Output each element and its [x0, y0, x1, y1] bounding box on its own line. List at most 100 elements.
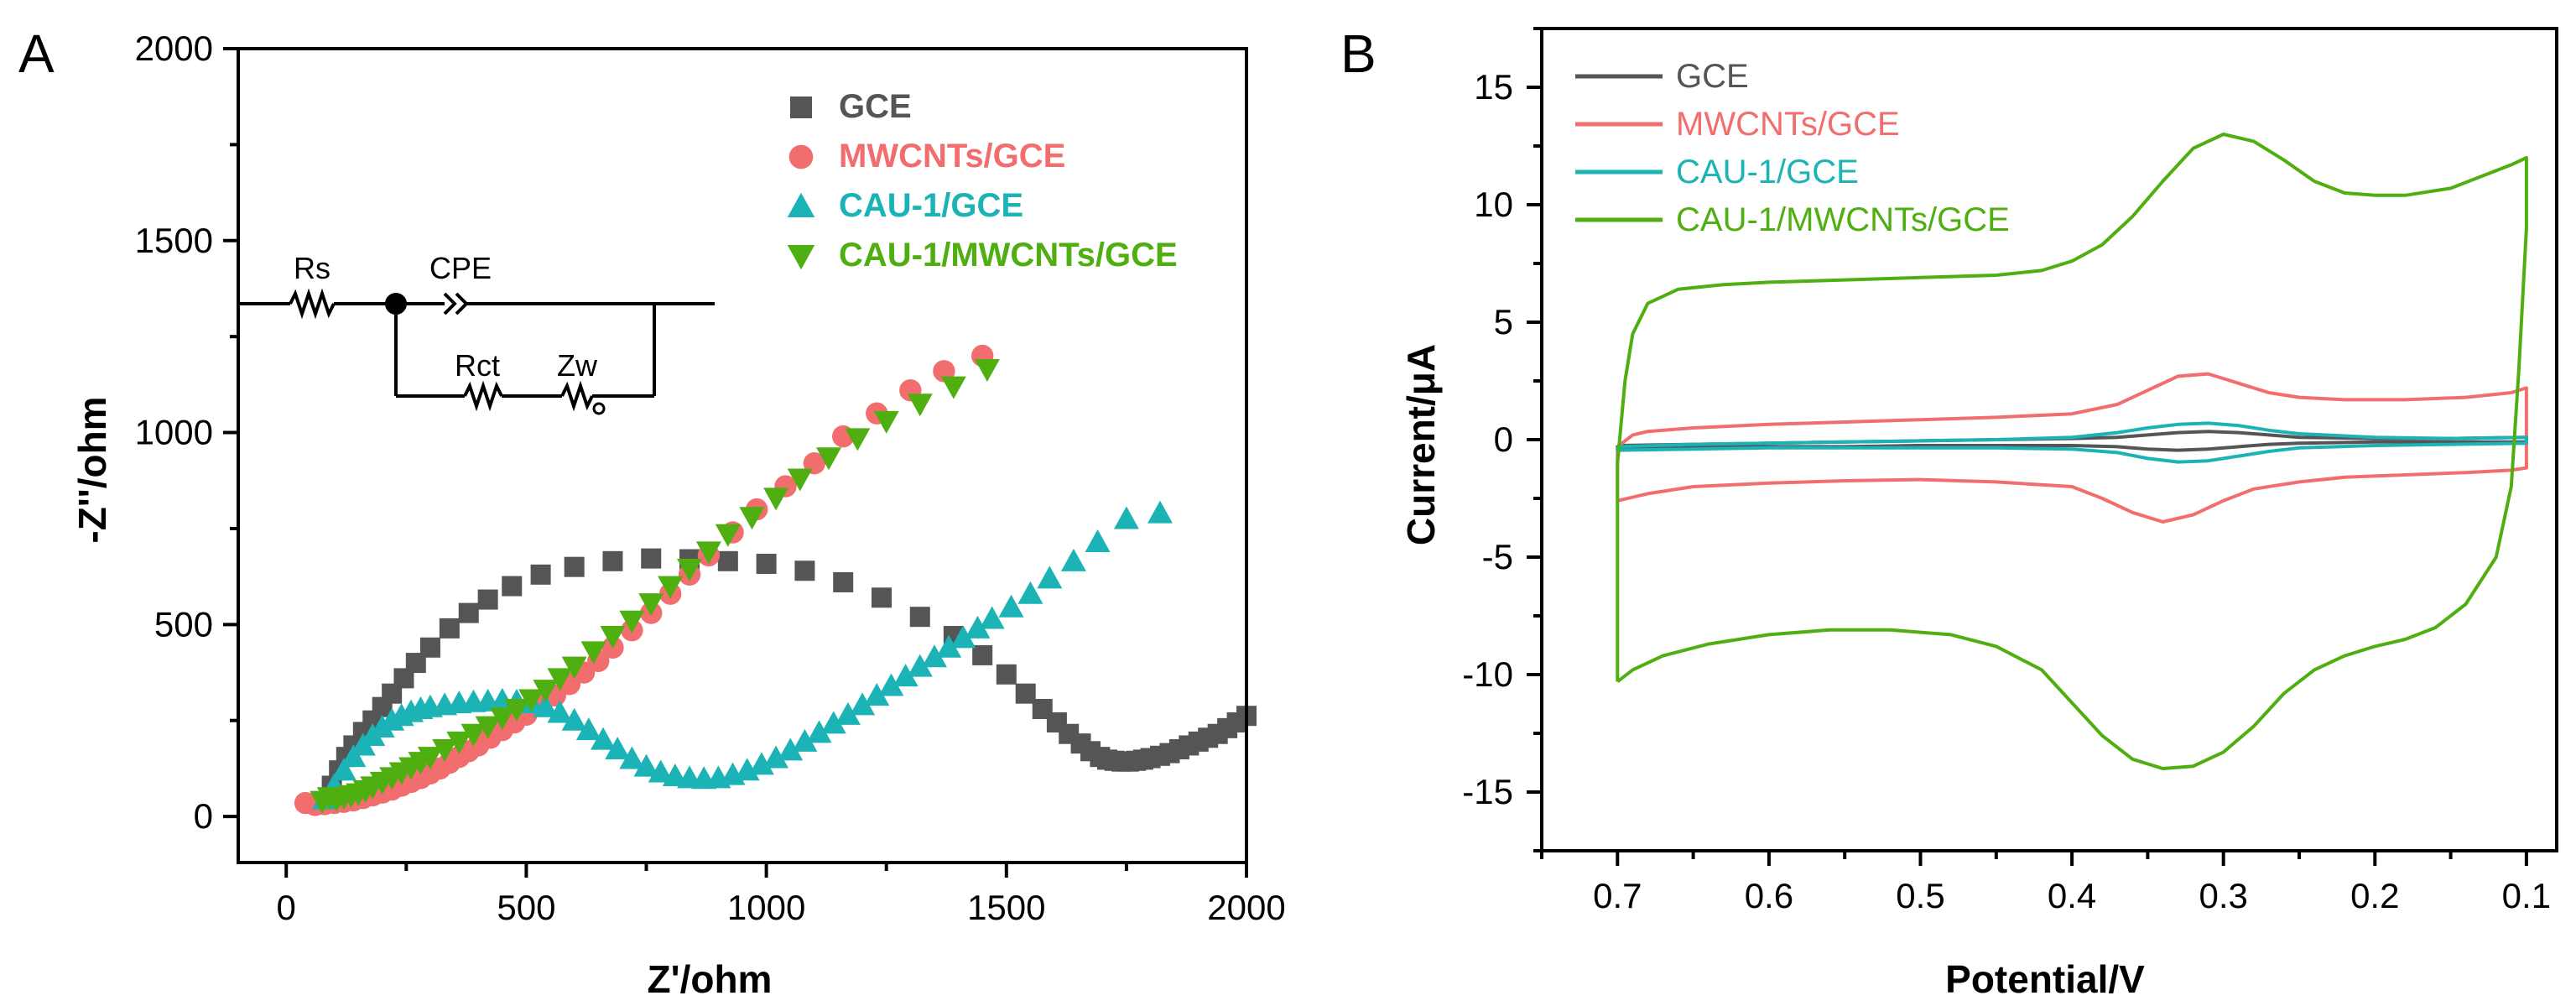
data-point	[432, 739, 458, 763]
data-point	[489, 707, 515, 731]
data-point	[763, 745, 789, 769]
data-point	[475, 716, 501, 739]
x-tick-label: 0.2	[2350, 876, 2399, 915]
data-point	[873, 410, 899, 434]
data-point	[677, 558, 703, 581]
data-point	[864, 682, 890, 706]
legend-item: CAU-1/MWCNTs/GCE	[787, 237, 1178, 274]
legend-item: CAU-1/MWCNTs/GCE	[1575, 201, 2010, 238]
data-point	[715, 524, 741, 547]
data-point	[850, 692, 876, 716]
data-point	[835, 701, 861, 725]
legend-item: MWCNTs/GCE	[1575, 106, 1900, 143]
data-point	[619, 746, 645, 769]
data-point	[756, 554, 777, 575]
panel-a-series-group	[294, 344, 1257, 816]
panel-b-legend: GCE MWCNTs/GCE CAU-1/GCE CAU-1/MWCNTs/GCE	[1575, 58, 2010, 238]
data-point	[633, 753, 659, 777]
series-line-cau-1-mwcnts-gce	[1616, 133, 2528, 770]
data-point	[648, 759, 674, 783]
y-tick-label: 1500	[135, 221, 213, 260]
data-point	[561, 707, 587, 731]
x-tick-label: 500	[497, 888, 555, 927]
x-tick-label: 0.3	[2199, 876, 2247, 915]
series-cau-1-mwcnts-gce	[310, 359, 1000, 814]
circuit-label-zw: Zw	[557, 348, 598, 383]
equivalent-circuit-inset	[237, 288, 715, 415]
legend-marker	[788, 144, 814, 169]
data-point	[417, 747, 443, 770]
data-point	[695, 541, 721, 565]
panel-a-axes: 0 500 1000 1500 2000 0 500 1000 1500 2000	[135, 29, 1286, 927]
data-point	[820, 711, 846, 734]
data-point	[600, 626, 626, 649]
panel-letter: B	[1340, 23, 1376, 84]
data-point	[341, 744, 367, 768]
data-point	[533, 680, 559, 703]
data-point	[1037, 566, 1063, 589]
y-tick-label: 500	[154, 604, 213, 644]
panel-letter: A	[18, 23, 55, 84]
data-point	[530, 564, 551, 585]
circuit-label-rs: Rs	[294, 251, 330, 285]
y-tick-label: 15	[1474, 67, 1513, 107]
data-point	[641, 548, 662, 569]
data-point	[602, 550, 623, 571]
data-point	[936, 634, 962, 658]
x-tick-label: 1500	[967, 888, 1045, 927]
rct-resistor-symbol	[463, 380, 503, 412]
data-point	[1085, 529, 1111, 552]
legend-label: CAU-1/MWCNTs/GCE	[1676, 201, 2010, 238]
x-axis-label: Potential/V	[1945, 957, 2145, 1001]
data-point	[1015, 683, 1036, 704]
legend-marker	[787, 192, 815, 217]
data-point	[638, 593, 664, 617]
data-point	[518, 689, 544, 712]
data-point	[619, 610, 645, 633]
x-tick-label: 0	[277, 888, 296, 927]
data-point	[1017, 581, 1043, 604]
circuit-label-cpe: CPE	[429, 251, 492, 285]
y-tick-label: -5	[1482, 537, 1513, 576]
data-point	[1147, 500, 1173, 524]
data-point	[907, 394, 933, 417]
panel-b-series-group	[1616, 133, 2528, 770]
data-point	[533, 694, 559, 717]
data-point	[575, 717, 601, 741]
x-tick-label: 0.1	[2502, 876, 2551, 915]
data-point	[833, 571, 854, 592]
panel-a-legend: GCE MWCNTs/GCE CAU-1/GCE CAU-1/MWCNTs/GCE	[787, 88, 1178, 274]
data-point	[547, 668, 573, 691]
panel-b-axes: 0.7 0.6 0.5 0.4 0.3 0.2 0.1 15 10 5 0 -5 -10 -15	[1462, 27, 2558, 915]
data-point	[503, 698, 529, 722]
legend-label: GCE	[1676, 58, 1749, 95]
legend-item: CAU-1/GCE	[787, 187, 1023, 224]
y-tick-label: 0	[194, 796, 213, 836]
data-point	[950, 625, 976, 649]
data-point	[998, 594, 1024, 618]
legend-label: MWCNTs/GCE	[1676, 106, 1900, 143]
data-point	[461, 723, 487, 747]
data-point	[792, 728, 818, 752]
x-tick-label: 0.7	[1593, 876, 1642, 915]
legend-marker	[787, 245, 815, 270]
data-point	[763, 487, 789, 511]
data-point	[845, 428, 871, 451]
legend-marker	[790, 96, 812, 118]
y-tick-label: 1000	[135, 413, 213, 452]
y-axis-label: Current/μA	[1399, 344, 1443, 545]
data-point	[871, 587, 892, 608]
legend-item: MWCNTs/GCE	[788, 138, 1065, 175]
plot-frame	[237, 47, 1248, 864]
data-point	[477, 589, 498, 610]
data-point	[561, 656, 587, 680]
zw-small-circle	[592, 402, 606, 415]
data-point	[717, 550, 738, 571]
y-tick-label: -10	[1462, 654, 1513, 694]
data-point	[446, 731, 472, 754]
x-tick-label: 1000	[727, 888, 805, 927]
data-point	[1060, 548, 1086, 571]
legend-item: GCE	[1575, 58, 1749, 95]
panel-b-cv-plot: B 0.7 0.6 0.5 0.4 0.3 0.2 0.1 15 10 5 0 -5 -10 -15 GC…	[1340, 23, 2558, 1001]
data-point	[547, 700, 573, 723]
